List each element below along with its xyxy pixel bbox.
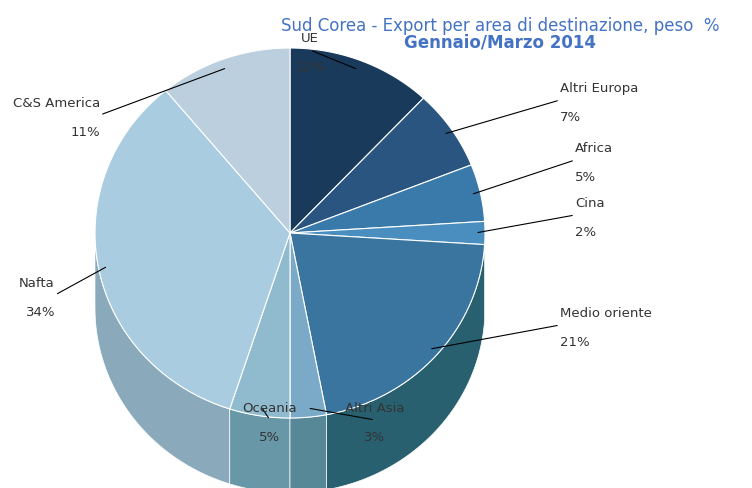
PathPatch shape <box>95 91 290 409</box>
PathPatch shape <box>326 245 484 488</box>
PathPatch shape <box>290 234 484 415</box>
PathPatch shape <box>165 49 290 234</box>
Text: 5%: 5% <box>259 430 280 443</box>
PathPatch shape <box>290 165 484 234</box>
Text: 34%: 34% <box>26 305 55 318</box>
PathPatch shape <box>230 234 290 418</box>
Text: C&S America: C&S America <box>13 97 100 110</box>
Text: 21%: 21% <box>560 335 590 348</box>
Text: Sud Corea - Export per area di destinazione, peso  %: Sud Corea - Export per area di destinazi… <box>280 17 719 35</box>
Text: Medio oriente: Medio oriente <box>560 306 652 319</box>
PathPatch shape <box>230 409 290 488</box>
PathPatch shape <box>290 415 326 488</box>
Text: Altri Asia: Altri Asia <box>345 401 405 414</box>
PathPatch shape <box>290 222 485 245</box>
PathPatch shape <box>95 234 230 484</box>
Text: UE: UE <box>301 32 319 45</box>
PathPatch shape <box>290 99 472 234</box>
Text: Altri Europa: Altri Europa <box>560 82 638 95</box>
PathPatch shape <box>290 234 326 418</box>
Text: Oceania: Oceania <box>243 401 297 414</box>
PathPatch shape <box>290 49 423 234</box>
Text: Cina: Cina <box>575 197 605 209</box>
Text: 11%: 11% <box>71 126 100 139</box>
Text: 7%: 7% <box>560 111 581 124</box>
Text: Gennaio/Marzo 2014: Gennaio/Marzo 2014 <box>404 34 596 52</box>
Text: 3%: 3% <box>365 430 386 443</box>
Text: Africa: Africa <box>575 142 613 155</box>
Text: 12%: 12% <box>296 61 325 74</box>
Text: Nafta: Nafta <box>20 276 55 289</box>
Text: 2%: 2% <box>575 225 596 239</box>
Text: 5%: 5% <box>575 171 596 183</box>
